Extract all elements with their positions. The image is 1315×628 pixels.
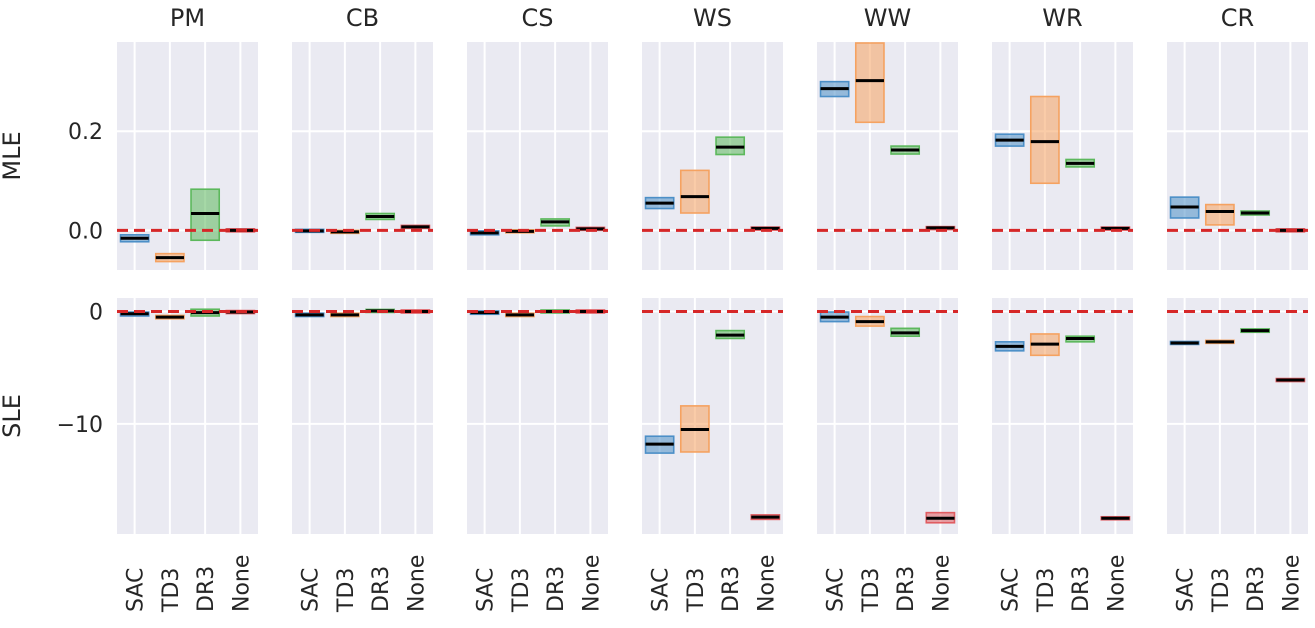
column-title-ws: WS — [693, 4, 732, 32]
panel-mle-cb — [292, 42, 433, 270]
x-tick-label-td3: TD3 — [684, 568, 709, 613]
panel-background — [817, 298, 958, 534]
x-tick-label-dr3: DR3 — [1069, 566, 1094, 612]
column-title-ww: WW — [864, 4, 911, 32]
panel-background — [1167, 298, 1308, 534]
x-tick-label-none: None — [929, 555, 954, 612]
x-tick-label-sac: SAC — [649, 568, 674, 612]
column-title-cs: CS — [522, 4, 554, 32]
panel-sle-wr — [992, 298, 1133, 534]
y-tick-label: 0.2 — [68, 120, 103, 145]
panel-mle-pm — [117, 42, 258, 270]
x-tick-label-td3: TD3 — [859, 568, 884, 613]
x-tick-label-td3: TD3 — [1209, 568, 1234, 613]
x-tick-label-td3: TD3 — [509, 568, 534, 613]
panel-sle-cs — [467, 298, 608, 534]
panel-sle-cb — [292, 298, 433, 534]
panel-background — [467, 298, 608, 534]
panel-background — [817, 42, 958, 270]
x-tick-label-dr3: DR3 — [194, 566, 219, 612]
column-title-cr: CR — [1221, 4, 1254, 32]
x-tick-label-sac: SAC — [299, 568, 324, 612]
box-td3 — [1029, 95, 1060, 185]
x-tick-label-sac: SAC — [824, 568, 849, 612]
panel-mle-ww — [817, 42, 958, 270]
panel-background — [992, 298, 1133, 534]
column-title-cb: CB — [346, 4, 379, 32]
panel-background — [642, 42, 783, 270]
x-tick-label-none: None — [1279, 555, 1304, 612]
box-td3 — [679, 169, 710, 214]
x-tick-label-none: None — [579, 555, 604, 612]
panel-mle-wr — [992, 42, 1133, 270]
row-label-sle: SLE — [0, 394, 26, 438]
panel-background — [992, 42, 1133, 270]
x-tick-label-td3: TD3 — [334, 568, 359, 613]
x-tick-label-sac: SAC — [474, 568, 499, 612]
panel-background — [642, 298, 783, 534]
x-tick-label-dr3: DR3 — [544, 566, 569, 612]
y-tick-label: 0 — [89, 300, 103, 325]
box-td3 — [1204, 203, 1235, 226]
y-tick-label: 0.0 — [68, 219, 103, 244]
x-tick-label-sac: SAC — [124, 568, 149, 612]
x-tick-label-none: None — [1104, 555, 1129, 612]
panel-mle-ws — [642, 42, 783, 270]
panel-background — [1167, 42, 1308, 270]
panel-sle-ws — [642, 298, 783, 534]
x-tick-label-dr3: DR3 — [719, 566, 744, 612]
panel-background — [467, 42, 608, 270]
panel-background — [117, 298, 258, 534]
x-tick-label-sac: SAC — [1174, 568, 1199, 612]
panel-mle-cs — [467, 42, 608, 270]
column-title-pm: PM — [170, 4, 205, 32]
panel-background — [292, 42, 433, 270]
column-title-wr: WR — [1042, 4, 1082, 32]
x-tick-label-dr3: DR3 — [369, 566, 394, 612]
x-tick-label-td3: TD3 — [1034, 568, 1059, 613]
panel-sle-cr — [1167, 298, 1308, 534]
x-tick-label-td3: TD3 — [159, 568, 184, 613]
row-label-mle: MLE — [0, 131, 26, 180]
x-tick-label-dr3: DR3 — [894, 566, 919, 612]
box-td3 — [854, 42, 885, 124]
x-tick-label-none: None — [404, 555, 429, 612]
x-tick-label-sac: SAC — [999, 568, 1024, 612]
panel-background — [292, 298, 433, 534]
panel-sle-pm — [117, 298, 258, 534]
x-tick-label-none: None — [754, 555, 779, 612]
x-tick-label-none: None — [229, 555, 254, 612]
y-tick-label: −10 — [57, 413, 103, 438]
panel-sle-ww — [817, 298, 958, 534]
x-tick-label-dr3: DR3 — [1244, 566, 1269, 612]
panel-mle-cr — [1167, 42, 1308, 270]
